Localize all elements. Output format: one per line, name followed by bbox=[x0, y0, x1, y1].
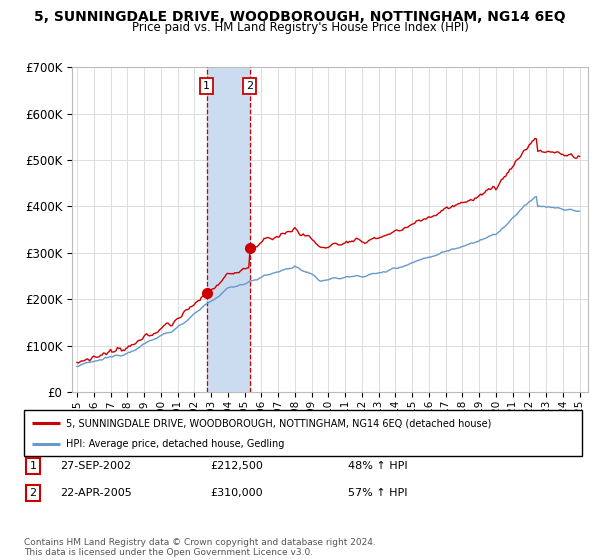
Text: 48% ↑ HPI: 48% ↑ HPI bbox=[348, 461, 407, 471]
Text: 1: 1 bbox=[29, 461, 37, 471]
Text: 22-APR-2005: 22-APR-2005 bbox=[60, 488, 132, 498]
Text: 57% ↑ HPI: 57% ↑ HPI bbox=[348, 488, 407, 498]
Bar bbox=[206, 67, 250, 392]
Text: £310,000: £310,000 bbox=[210, 488, 263, 498]
Text: 2: 2 bbox=[29, 488, 37, 498]
Text: HPI: Average price, detached house, Gedling: HPI: Average price, detached house, Gedl… bbox=[66, 438, 284, 449]
Text: Contains HM Land Registry data © Crown copyright and database right 2024.
This d: Contains HM Land Registry data © Crown c… bbox=[24, 538, 376, 557]
Text: 2: 2 bbox=[246, 81, 253, 91]
Text: 5, SUNNINGDALE DRIVE, WOODBOROUGH, NOTTINGHAM, NG14 6EQ (detached house): 5, SUNNINGDALE DRIVE, WOODBOROUGH, NOTTI… bbox=[66, 418, 491, 428]
Text: 5, SUNNINGDALE DRIVE, WOODBOROUGH, NOTTINGHAM, NG14 6EQ: 5, SUNNINGDALE DRIVE, WOODBOROUGH, NOTTI… bbox=[34, 10, 566, 24]
Text: £212,500: £212,500 bbox=[210, 461, 263, 471]
Text: 1: 1 bbox=[203, 81, 210, 91]
Text: Price paid vs. HM Land Registry's House Price Index (HPI): Price paid vs. HM Land Registry's House … bbox=[131, 21, 469, 34]
Text: 27-SEP-2002: 27-SEP-2002 bbox=[60, 461, 131, 471]
FancyBboxPatch shape bbox=[24, 410, 582, 456]
